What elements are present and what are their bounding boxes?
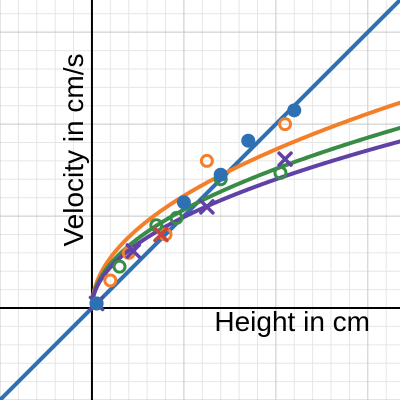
x-marker-stroke <box>153 226 169 243</box>
data-point-open-circle <box>169 210 184 225</box>
data-point-x-marker <box>153 226 169 243</box>
x-marker-stroke <box>277 151 293 167</box>
data-point-filled-circle <box>176 195 191 210</box>
fit-curve-sqrt <box>89 139 400 311</box>
data-point-filled-circle <box>241 133 256 148</box>
x-axis-label: Height in cm <box>214 306 370 337</box>
y-axis-label: Velocity in cm/s <box>58 54 89 247</box>
data-point-filled-circle <box>89 296 104 311</box>
data-point-x-marker <box>125 243 142 259</box>
data-point-open-circle <box>273 165 288 180</box>
data-point-open-circle <box>278 117 293 132</box>
data-point-filled-circle <box>213 167 228 182</box>
data-point-open-circle <box>112 259 127 274</box>
data-point-filled-circle <box>287 103 302 118</box>
data-point-x-marker <box>199 199 215 215</box>
data-points <box>88 103 302 312</box>
data-point-x-marker <box>277 151 293 167</box>
x-marker-stroke <box>125 243 142 259</box>
data-point-open-circle <box>199 153 214 168</box>
data-point-open-circle <box>103 273 118 288</box>
fit-curve-sqrt <box>89 100 400 311</box>
x-marker-stroke <box>199 199 215 215</box>
